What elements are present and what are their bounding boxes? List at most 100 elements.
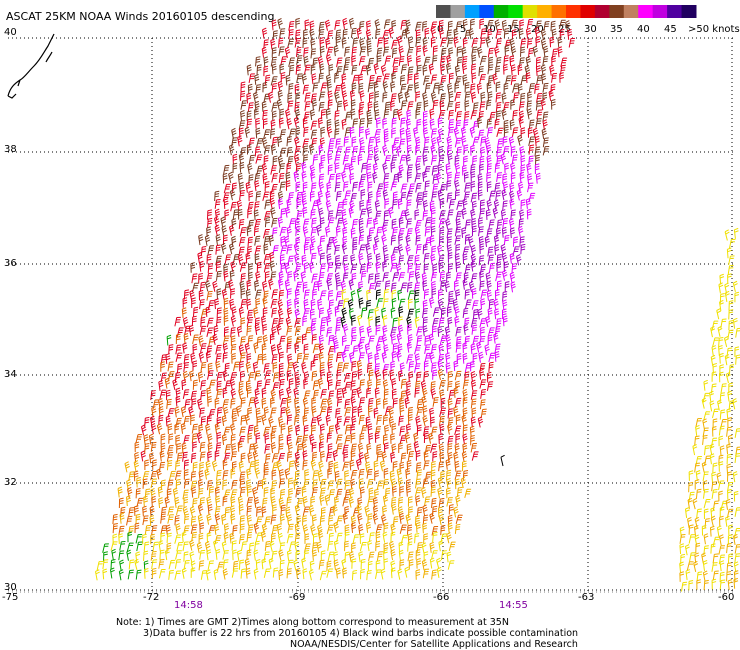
wind-barb (430, 36, 436, 48)
wind-barb (429, 200, 435, 212)
wind-barb (240, 100, 247, 110)
wind-barb (286, 451, 293, 462)
wind-barb (192, 360, 198, 371)
wind-barb (415, 192, 423, 202)
wind-barb (534, 26, 540, 38)
wind-barb (382, 91, 388, 103)
wind-barb (510, 146, 516, 157)
wind-barb (518, 28, 524, 39)
wind-barb (277, 191, 284, 203)
wind-barb (454, 306, 460, 318)
wind-barb (302, 496, 308, 508)
wind-barb (455, 101, 461, 112)
wind-barb (438, 210, 446, 220)
wind-barb (279, 63, 285, 75)
wind-barb (709, 390, 714, 402)
wind-barb (246, 64, 252, 76)
wind-barb (215, 360, 221, 372)
wind-barb (520, 243, 526, 255)
wind-barb (492, 207, 499, 219)
wind-barb (366, 199, 372, 210)
wind-barb (237, 254, 244, 266)
wind-barb (391, 39, 398, 50)
wind-barb (368, 432, 374, 444)
wind-barb (496, 172, 502, 183)
wind-barb (388, 206, 394, 219)
wind-barb (248, 174, 254, 185)
wind-barb (296, 352, 303, 363)
wind-barb (278, 37, 284, 48)
wind-barb (310, 252, 317, 263)
wind-barb (520, 127, 526, 138)
wind-barb (191, 282, 199, 293)
wind-barb (351, 371, 357, 382)
wind-barb (270, 514, 277, 525)
wind-barb (702, 434, 708, 446)
wind-barb (423, 100, 429, 111)
wind-barb (366, 206, 373, 218)
wind-barb (351, 522, 357, 533)
wind-barb (397, 108, 403, 121)
wind-barb (319, 63, 325, 75)
wind-barb (294, 136, 300, 148)
wind-barb (438, 262, 444, 273)
wind-barb (406, 485, 412, 497)
wind-barb (342, 335, 347, 346)
wind-barb (294, 83, 300, 95)
wind-barb (334, 85, 341, 95)
wind-barb (366, 109, 372, 121)
wind-barb (191, 423, 198, 434)
wind-barb (430, 91, 437, 103)
wind-barb (223, 489, 231, 499)
wind-barb (174, 570, 181, 580)
wind-barb (320, 82, 328, 92)
wind-barb (311, 549, 318, 561)
wind-barb (510, 99, 515, 110)
wind-barb (455, 261, 461, 273)
wind-barb (301, 161, 307, 173)
wind-barb (359, 486, 365, 498)
wind-barb (327, 379, 333, 390)
wind-barb (463, 272, 469, 283)
wind-barb (679, 571, 685, 582)
wind-barb (461, 414, 467, 426)
wind-barb (503, 27, 510, 39)
wind-barb (734, 507, 740, 517)
wind-barb (272, 245, 279, 255)
wind-barb (709, 443, 715, 455)
wind-barb (536, 56, 541, 68)
wind-barb (158, 497, 164, 509)
wind-barb (294, 37, 301, 48)
wind-barb (247, 335, 254, 346)
wind-barb (404, 90, 410, 103)
wind-barb (535, 118, 542, 128)
wind-barb (342, 323, 349, 335)
wind-barb (462, 37, 468, 49)
wind-barb (511, 127, 519, 137)
wind-barb (256, 506, 262, 517)
wind-barb (422, 45, 428, 57)
wind-barb (719, 392, 725, 403)
wind-barb (238, 237, 246, 247)
wind-barb (246, 225, 252, 237)
wind-barb (157, 486, 163, 498)
wind-barb (719, 560, 725, 572)
wind-barb (719, 352, 724, 364)
wind-barb (327, 153, 333, 165)
wind-barb (310, 298, 316, 310)
wind-barb (244, 558, 251, 570)
wind-barb (542, 137, 549, 148)
wind-barb (303, 55, 309, 67)
wind-barb (256, 415, 262, 427)
wind-barb (328, 425, 334, 436)
wind-barb (134, 441, 140, 453)
wind-barb (382, 144, 388, 157)
wind-barb (727, 488, 732, 500)
wind-barb (494, 289, 500, 300)
wind-barb (382, 531, 388, 543)
wind-barb (559, 72, 564, 83)
wind-barb (253, 91, 259, 103)
wind-barb (223, 183, 231, 194)
wind-barb (688, 552, 696, 562)
wind-barb (358, 181, 364, 192)
